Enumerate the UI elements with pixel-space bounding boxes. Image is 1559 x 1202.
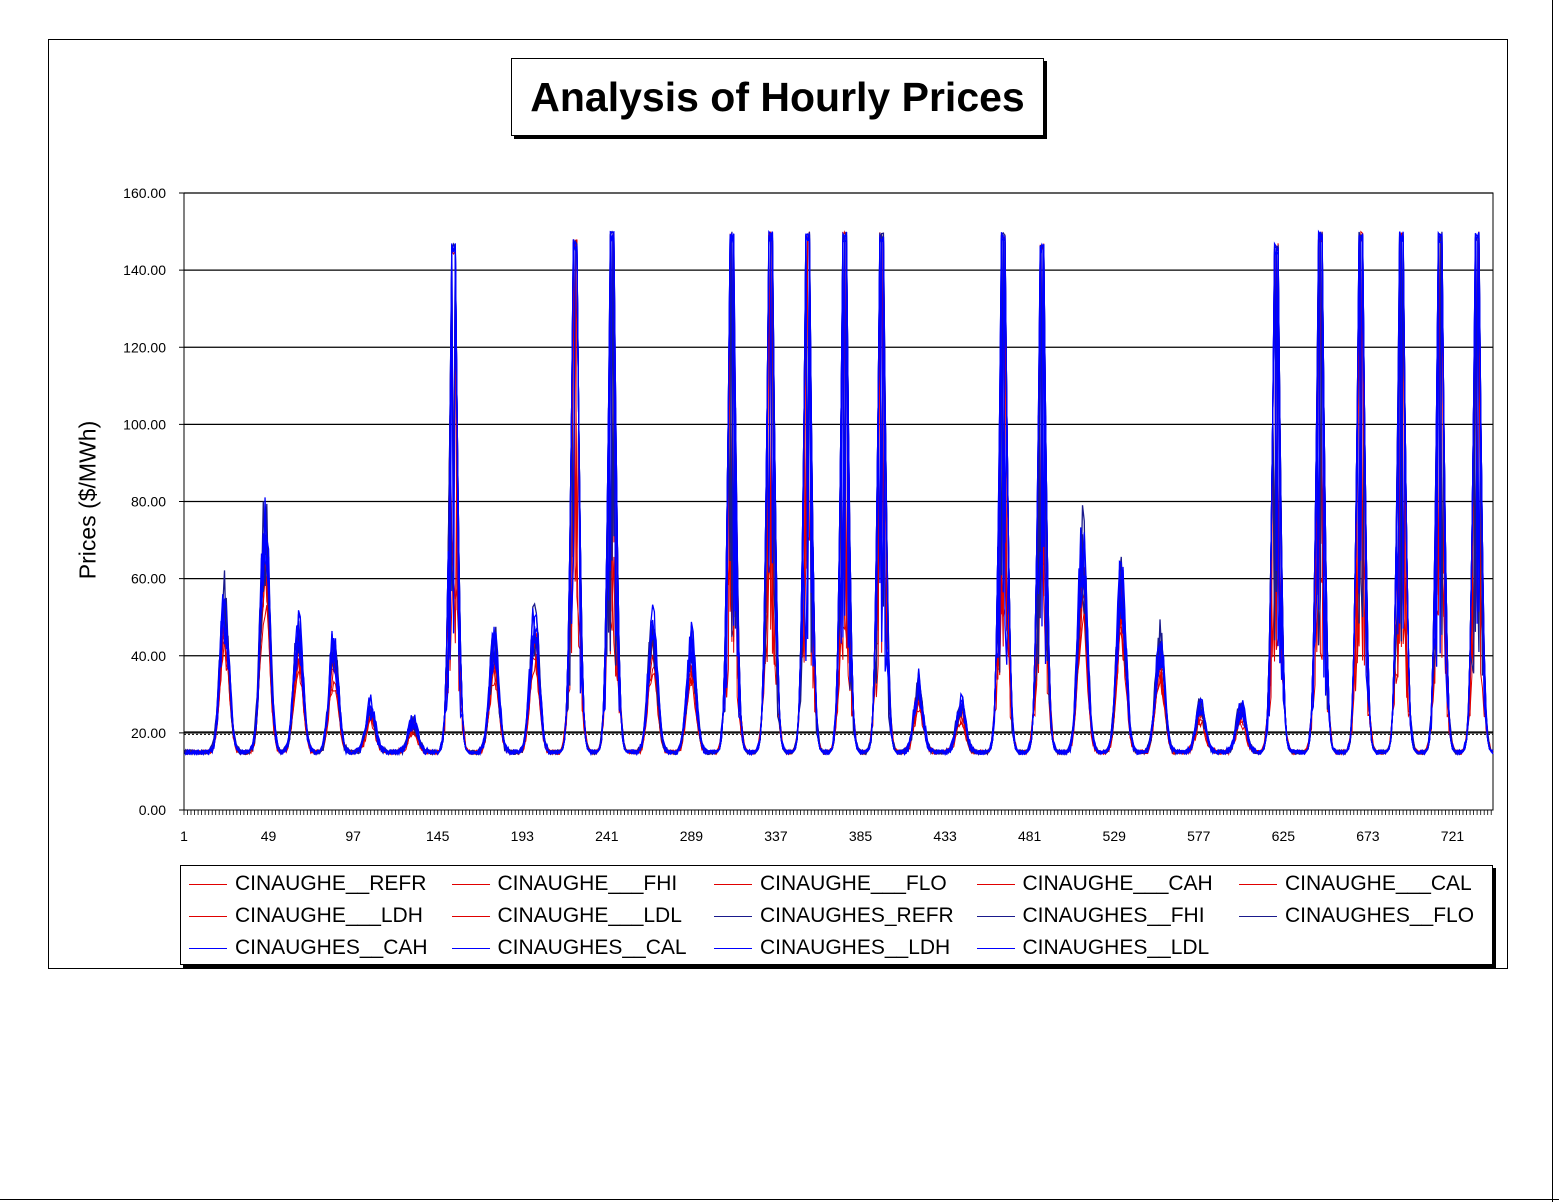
legend-swatch: [1239, 915, 1277, 917]
legend: CINAUGHE__REFR CINAUGHE___FHI CINAUGHE___F…: [180, 865, 1493, 965]
legend-item: CINAUGHES__LDL: [969, 932, 1231, 964]
legend-item: CINAUGHE__REFR: [181, 868, 443, 900]
x-tick-label: 673: [1356, 828, 1380, 844]
x-tick-label: 145: [426, 828, 450, 844]
page-right-edge-line: [1552, 0, 1553, 1202]
x-tick-label: 481: [1018, 828, 1042, 844]
legend-label: CINAUGHE___FHI: [497, 872, 678, 895]
x-tick-label: 721: [1441, 828, 1465, 844]
x-tick-label: 193: [511, 828, 535, 844]
legend-item: CINAUGHE___LDL: [444, 900, 706, 932]
legend-label: CINAUGHE___CAL: [1285, 872, 1472, 895]
legend-item: CINAUGHE___FHI: [444, 868, 706, 900]
y-tick-label: 160.00: [123, 185, 166, 201]
page-bottom-edge-line: [0, 1199, 1559, 1200]
y-tick-label: 20.00: [131, 725, 166, 741]
x-tick-label: 433: [933, 828, 957, 844]
legend-swatch: [976, 947, 1015, 949]
legend-item: CINAUGHES__FLO: [1231, 900, 1493, 932]
legend-label: CINAUGHES_REFR: [760, 904, 954, 927]
series-lines: [183, 229, 1494, 757]
chart-title-box: Analysis of Hourly Prices: [511, 58, 1044, 136]
legend-swatch: [714, 947, 752, 949]
x-tick-label: 577: [1187, 828, 1211, 844]
legend-item: CINAUGHE___FLO: [706, 868, 968, 900]
legend-swatch: [451, 947, 490, 949]
x-tick-label: 289: [680, 828, 704, 844]
legend-label: CINAUGHES__FHI: [1022, 904, 1205, 927]
y-tick-label: 80.00: [131, 494, 166, 510]
y-tick-label: 40.00: [131, 648, 166, 664]
x-tick-label: 97: [345, 828, 361, 844]
chart-title: Analysis of Hourly Prices: [530, 73, 1025, 120]
x-tick-label: 385: [849, 828, 873, 844]
legend-item: CINAUGHES__FHI: [969, 900, 1231, 932]
legend-item: CINAUGHES__LDH: [706, 932, 968, 964]
legend-swatch: [189, 947, 227, 949]
legend-label: CINAUGHES__CAL: [497, 936, 687, 959]
legend-swatch: [451, 915, 490, 917]
legend-swatch: [189, 883, 227, 885]
series-line-cinaughes-ldl: [183, 229, 1494, 756]
legend-item: CINAUGHE___CAH: [969, 868, 1231, 900]
x-tick-label: 1: [180, 828, 188, 844]
legend-swatch: [976, 883, 1015, 885]
legend-swatch: [714, 915, 752, 917]
legend-swatch: [451, 883, 490, 885]
axes: 0.00 20.00 40.00 60.00 80.00 100.00 120.00 140.…: [123, 185, 1493, 844]
x-tick-label: 529: [1103, 828, 1127, 844]
x-tick-label: 49: [261, 828, 277, 844]
legend-item: CINAUGHE___CAL: [1231, 868, 1493, 900]
legend-item: CINAUGHES__CAH: [181, 932, 443, 964]
x-tick-label: 337: [764, 828, 788, 844]
x-minor-ticks: [183, 810, 1492, 815]
y-axis-title: Prices ($/MWh): [74, 420, 101, 580]
y-tick-label: 0.00: [139, 802, 166, 818]
legend-label: CINAUGHE__REFR: [235, 872, 427, 895]
legend-label: CINAUGHES__LDL: [1022, 936, 1210, 959]
y-tick-label: 140.00: [123, 262, 166, 278]
legend-item: CINAUGHES__CAL: [444, 932, 706, 964]
legend-item: CINAUGHES_REFR: [706, 900, 968, 932]
legend-swatch: [189, 915, 227, 917]
legend-swatch: [714, 883, 752, 885]
x-tick-label: 625: [1272, 828, 1296, 844]
legend-label: CINAUGHE___CAH: [1022, 872, 1213, 895]
legend-label: CINAUGHE___FLO: [760, 872, 947, 895]
reference-line: [184, 731, 1493, 735]
y-tick-label: 120.00: [123, 339, 166, 355]
legend-label: CINAUGHES__FLO: [1285, 904, 1475, 927]
legend-label: CINAUGHE___LDL: [497, 904, 682, 927]
legend-label: CINAUGHES__LDH: [760, 936, 951, 959]
y-tick-label: 60.00: [131, 571, 166, 587]
legend-item: CINAUGHE___LDH: [181, 900, 443, 932]
legend-swatch: [976, 915, 1015, 917]
x-tick-label: 241: [595, 828, 619, 844]
legend-label: CINAUGHE___LDH: [235, 904, 423, 927]
y-tick-label: 100.00: [123, 416, 166, 432]
legend-label: CINAUGHES__CAH: [235, 936, 428, 959]
legend-swatch: [1239, 883, 1277, 885]
